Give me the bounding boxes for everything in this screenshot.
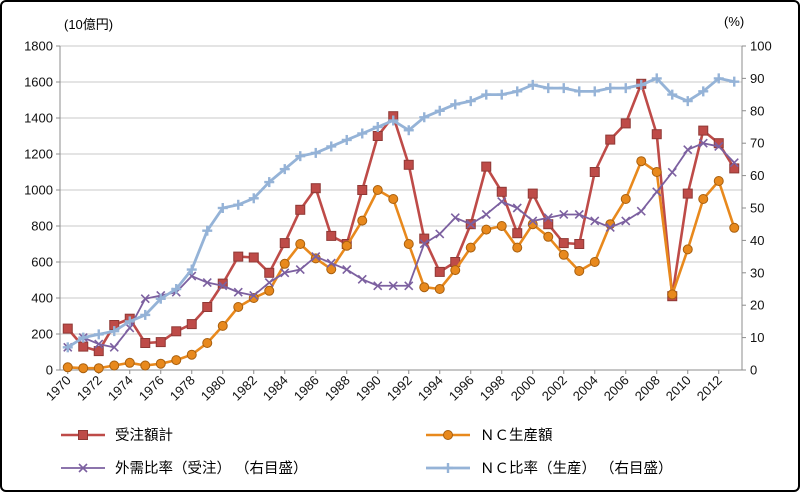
svg-text:40: 40 [750,233,764,248]
legend-item-nc-ratio: ＮＣ比率（生産） （右目盛） [425,457,760,478]
svg-text:2004: 2004 [570,373,601,404]
svg-text:1986: 1986 [291,373,322,404]
left-axis-unit-label: (10億円) [64,17,114,32]
svg-text:600: 600 [31,255,53,270]
svg-text:80: 80 [750,103,764,118]
svg-text:1990: 1990 [353,373,384,404]
svg-text:2002: 2002 [539,373,570,404]
svg-text:10: 10 [750,330,764,345]
svg-text:1992: 1992 [384,373,415,404]
svg-text:2008: 2008 [632,373,663,404]
svg-text:1998: 1998 [477,373,508,404]
svg-text:2010: 2010 [663,373,694,404]
svg-text:1800: 1800 [24,39,53,54]
legend-label-nc-production: ＮＣ生産額 [480,428,553,444]
svg-text:200: 200 [31,327,53,342]
svg-text:2012: 2012 [694,373,725,404]
svg-text:1400: 1400 [24,111,53,126]
svg-text:60: 60 [750,168,764,183]
line-chart-plot: 0 200 400 600 800 1000 1200 1400 1600 1800 0 10 20 30… [24,39,772,404]
svg-text:2006: 2006 [601,373,632,404]
svg-text:0: 0 [46,363,53,378]
svg-text:100: 100 [750,39,772,54]
svg-text:1996: 1996 [446,373,477,404]
square-marker-icon [61,429,105,440]
svg-text:20: 20 [750,298,764,313]
circle-marker-icon [426,429,470,440]
svg-text:0: 0 [750,363,757,378]
svg-text:90: 90 [750,71,764,86]
legend-label-export-ratio: 外需比率（受注） （右目盛） [115,461,308,477]
legend-label-nc-ratio: ＮＣ比率（生産） （右目盛） [480,461,673,477]
svg-text:1000: 1000 [24,183,53,198]
svg-text:2000: 2000 [508,373,539,404]
legend-label-orders-total: 受注額計 [115,428,173,444]
legend-item-nc-production: ＮＣ生産額 [425,424,760,445]
svg-text:1984: 1984 [260,373,291,404]
svg-text:1976: 1976 [136,373,167,404]
svg-text:1600: 1600 [24,75,53,90]
svg-text:50: 50 [750,201,764,216]
svg-text:1988: 1988 [322,373,353,404]
chart-legend: 受注額計 ＮＣ生産額 外需比率（受注） （右目盛） ＮＣ比率（生産） （右目盛） [60,424,760,478]
x-marker-icon [61,462,105,473]
legend-item-orders-total: 受注額計 [60,424,425,445]
svg-text:70: 70 [750,136,764,151]
svg-text:1980: 1980 [198,373,229,404]
svg-text:800: 800 [31,219,53,234]
svg-text:1978: 1978 [167,373,198,404]
svg-text:1974: 1974 [105,373,136,404]
svg-text:400: 400 [31,291,53,306]
svg-text:1972: 1972 [74,373,105,404]
svg-text:30: 30 [750,265,764,280]
right-axis-unit-label: (%) [724,14,745,29]
svg-text:1982: 1982 [229,373,260,404]
svg-text:1200: 1200 [24,147,53,162]
plus-marker-icon [426,462,470,473]
svg-text:1994: 1994 [415,373,446,404]
legend-item-export-ratio: 外需比率（受注） （右目盛） [60,457,425,478]
